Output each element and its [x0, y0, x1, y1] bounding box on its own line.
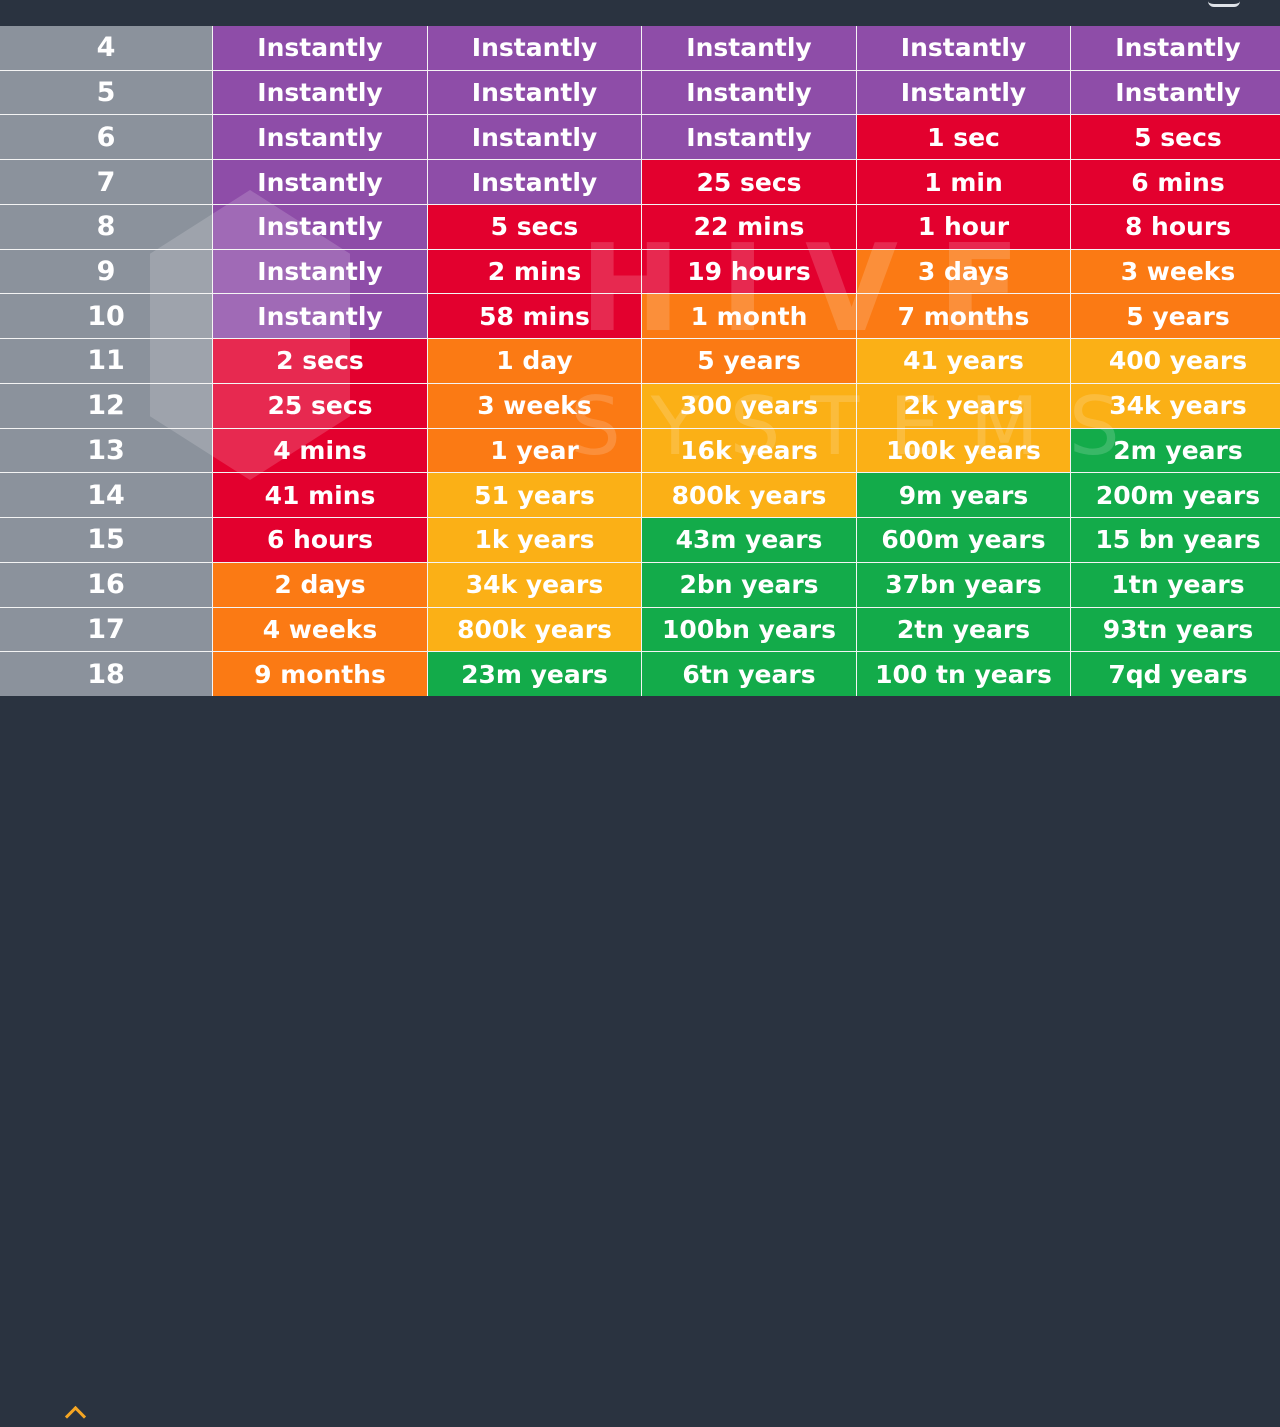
table-cell: 400 years: [1071, 339, 1280, 383]
table-cell: 1 sec: [857, 115, 1070, 160]
table-cell: 6tn years: [642, 652, 856, 696]
row-header-14: 14: [0, 473, 212, 518]
table-cell: 16k years: [642, 428, 856, 473]
table-cell: 5 years: [642, 339, 856, 383]
table-cell: 1k years: [428, 518, 641, 562]
table-cell: 2 secs: [213, 339, 427, 383]
table-cell: 34k years: [1071, 383, 1280, 428]
table-cell: 19 hours: [642, 249, 856, 294]
table-cell: 300 years: [642, 383, 856, 428]
table-cell: 34k years: [428, 562, 641, 607]
top-bar: [0, 0, 1280, 26]
table-cell: 23m years: [428, 652, 641, 696]
table-cell: 6 mins: [1071, 160, 1280, 204]
table-cell: 1 hour: [857, 204, 1070, 249]
table-cell: Instantly: [213, 160, 427, 204]
table-cell: Instantly: [857, 70, 1070, 115]
table-cell: Instantly: [428, 115, 641, 160]
table-cell: Instantly: [213, 204, 427, 249]
row-header-6: 6: [0, 115, 212, 160]
table-cell: Instantly: [213, 249, 427, 294]
top-bar-fragment: [1208, 0, 1240, 7]
table-cell: 1 day: [428, 339, 641, 383]
table-cell: 9 months: [213, 652, 427, 696]
hive-logo-icon: [64, 1405, 87, 1427]
table-cell: Instantly: [642, 70, 856, 115]
table-cell: 43m years: [642, 518, 856, 562]
table-cell: 9m years: [857, 473, 1070, 518]
row-header-8: 8: [0, 204, 212, 249]
row-header-17: 17: [0, 607, 212, 652]
table-cell: Instantly: [213, 115, 427, 160]
table-cell: 100k years: [857, 428, 1070, 473]
table-cell: 51 years: [428, 473, 641, 518]
table-cell: 2k years: [857, 383, 1070, 428]
table-cell: 8 hours: [1071, 204, 1280, 249]
table-cell: 2tn years: [857, 607, 1070, 652]
table-cell: 100 tn years: [857, 652, 1070, 696]
table-cell: Instantly: [428, 160, 641, 204]
table-cell: 6 hours: [213, 518, 427, 562]
table-cell: 93tn years: [1071, 607, 1280, 652]
table-cell: 15 bn years: [1071, 518, 1280, 562]
table-cell: 41 years: [857, 339, 1070, 383]
table-cell: Instantly: [213, 294, 427, 339]
table-cell: 4 mins: [213, 428, 427, 473]
table-cell: 4 weeks: [213, 607, 427, 652]
table-cell: 3 weeks: [428, 383, 641, 428]
table-cell: 1 min: [857, 160, 1070, 204]
bottom-bar: [0, 696, 1280, 1427]
table-cell: 100bn years: [642, 607, 856, 652]
row-header-12: 12: [0, 383, 212, 428]
table-cell: 800k years: [428, 607, 641, 652]
row-header-7: 7: [0, 160, 212, 204]
table-cell: 41 mins: [213, 473, 427, 518]
table-cell: 5 secs: [1071, 115, 1280, 160]
table-cell: 2bn years: [642, 562, 856, 607]
table-cell: 7 months: [857, 294, 1070, 339]
table-cell: Instantly: [213, 70, 427, 115]
row-header-18: 18: [0, 652, 212, 696]
table-cell: Instantly: [857, 26, 1070, 70]
table-cell: 5 secs: [428, 204, 641, 249]
table-cell: Instantly: [642, 26, 856, 70]
table-cell: 5 years: [1071, 294, 1280, 339]
table-cell: 58 mins: [428, 294, 641, 339]
table-cell: 2m years: [1071, 428, 1280, 473]
row-header-10: 10: [0, 294, 212, 339]
table-cell: 2 mins: [428, 249, 641, 294]
table-cell: Instantly: [642, 115, 856, 160]
table-cell: 37bn years: [857, 562, 1070, 607]
table-cell: 600m years: [857, 518, 1070, 562]
table-cell: Instantly: [428, 26, 641, 70]
table-cell: Instantly: [213, 26, 427, 70]
table-cell: Instantly: [1071, 26, 1280, 70]
row-header-13: 13: [0, 428, 212, 473]
table-cell: 3 weeks: [1071, 249, 1280, 294]
table-cell: Instantly: [1071, 70, 1280, 115]
table-cell: 25 secs: [642, 160, 856, 204]
row-header-9: 9: [0, 249, 212, 294]
table-cell: 1 year: [428, 428, 641, 473]
table-cell: 800k years: [642, 473, 856, 518]
password-crack-time-table: 4 Instantly Instantly Instantly Instantly Ins…: [0, 26, 1280, 696]
table-cell: 200m years: [1071, 473, 1280, 518]
row-header-4: 4: [0, 26, 212, 70]
table-cell: 1tn years: [1071, 562, 1280, 607]
table-cell: 22 mins: [642, 204, 856, 249]
table-cell: 3 days: [857, 249, 1070, 294]
table-cell: 7qd years: [1071, 652, 1280, 696]
table-cell: 25 secs: [213, 383, 427, 428]
row-header-11: 11: [0, 339, 212, 383]
row-header-5: 5: [0, 70, 212, 115]
table-cell: Instantly: [428, 70, 641, 115]
row-header-16: 16: [0, 562, 212, 607]
row-header-15: 15: [0, 518, 212, 562]
table-cell: 2 days: [213, 562, 427, 607]
table-cell: 1 month: [642, 294, 856, 339]
